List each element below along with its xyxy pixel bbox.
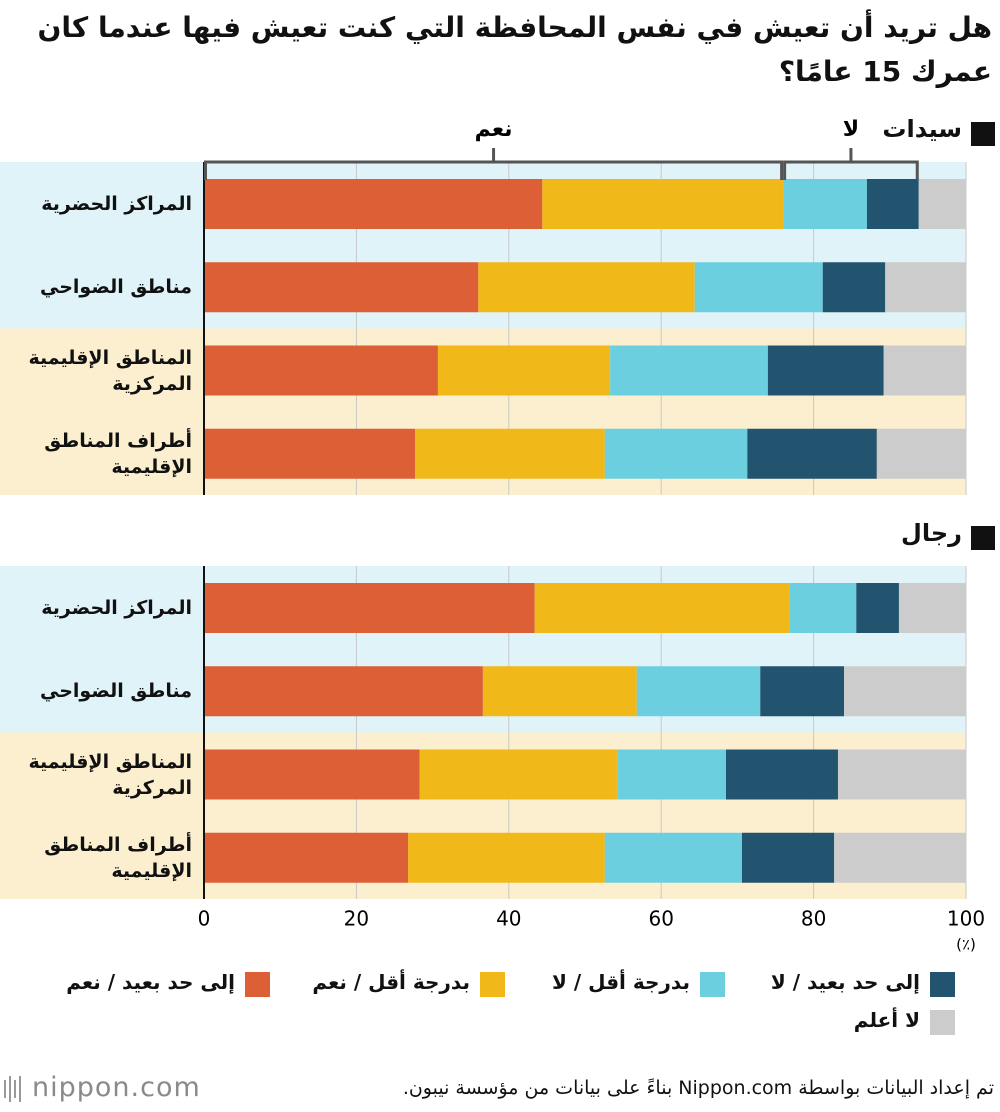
bar-segment: [918, 179, 966, 229]
bar-segment: [534, 583, 790, 633]
panel-marker: [971, 526, 995, 550]
bar-segment: [636, 666, 761, 717]
x-tick-label: 0: [198, 907, 211, 931]
x-unit: (٪): [956, 936, 976, 954]
logo-mark: [19, 1076, 21, 1102]
bar-segment: [760, 666, 845, 717]
chart-title: هل تريد أن تعيش في نفس المحافظة التي كنت…: [37, 11, 993, 88]
category-label: مناطق الضواحي: [40, 680, 192, 703]
x-tick-label: 40: [496, 907, 521, 931]
bar-segment: [204, 345, 438, 396]
panel-title: رجال: [901, 519, 962, 547]
legend-swatch: [700, 972, 725, 997]
legend-swatch: [245, 972, 270, 997]
x-tick-label: 100: [947, 907, 985, 931]
bar-segment: [834, 832, 966, 883]
bar-segment: [478, 262, 695, 313]
bar-segment: [725, 749, 838, 800]
bar-segment: [844, 666, 966, 717]
bar-segment: [767, 345, 884, 396]
bar-segment: [747, 428, 877, 479]
bar-segment: [604, 832, 742, 883]
bar-segment: [204, 666, 483, 717]
bar-segment: [876, 428, 966, 479]
legend-label: لا أعلم: [853, 1008, 920, 1032]
annotation: نعم: [475, 117, 513, 142]
source: تم إعداد البيانات بواسطة Nippon.com بناء…: [402, 1077, 994, 1099]
x-tick-label: 60: [648, 907, 673, 931]
bar-segment: [822, 262, 886, 313]
legend-swatch: [480, 972, 505, 997]
category-label: المراكز الحضرية: [41, 597, 192, 619]
legend-swatch: [930, 1010, 955, 1035]
legend-label: بدرجة أقل / نعم: [312, 970, 470, 994]
bar-segment: [415, 428, 605, 479]
logo-mark: [4, 1080, 6, 1098]
bar-segment: [204, 428, 416, 479]
bar-segment: [204, 749, 420, 800]
annotation: لا: [843, 117, 859, 142]
bar-segment: [898, 583, 966, 633]
panel-title: سيدات: [882, 115, 962, 143]
bar-segment: [694, 262, 823, 313]
bar-segment: [610, 345, 768, 396]
bar-segment: [482, 666, 637, 717]
bar-segment: [604, 428, 748, 479]
bar-segment: [783, 179, 867, 229]
category-label: أطراف المناطق الإقليمية: [44, 833, 192, 882]
bar-segment: [408, 832, 605, 883]
category-label: المراكز الحضرية: [41, 193, 192, 215]
bar-segment: [542, 179, 784, 229]
bar-segment: [204, 179, 543, 229]
bar-segment: [419, 749, 618, 800]
logo-mark: [14, 1080, 16, 1098]
bar-segment: [856, 583, 899, 633]
bar-segment: [866, 179, 919, 229]
bar-segment: [437, 345, 611, 396]
x-tick-label: 20: [344, 907, 369, 931]
bar-segment: [741, 832, 835, 883]
logo: nippon.com: [32, 1072, 201, 1103]
bar-segment: [837, 749, 966, 800]
category-label: أطراف المناطق الإقليمية: [44, 429, 192, 478]
bar-segment: [789, 583, 857, 633]
bar-segment: [204, 583, 535, 633]
legend-label: بدرجة أقل / لا: [551, 970, 690, 994]
category-label: مناطق الضواحي: [40, 276, 192, 299]
category-label: المناطق الإقليمية المركزية: [28, 750, 192, 799]
legend-label: إلى حد بعيد / لا: [770, 970, 920, 994]
bar-segment: [617, 749, 726, 800]
x-tick-label: 80: [801, 907, 826, 931]
bar-segment: [204, 262, 479, 313]
category-label: المناطق الإقليمية المركزية: [28, 346, 192, 395]
bar-segment: [204, 832, 409, 883]
logo-mark: [9, 1076, 11, 1102]
bar-segment: [885, 262, 966, 313]
bar-segment: [883, 345, 966, 396]
legend-swatch: [930, 972, 955, 997]
panel-marker: [971, 122, 995, 146]
legend-label: إلى حد بعيد / نعم: [66, 970, 235, 994]
